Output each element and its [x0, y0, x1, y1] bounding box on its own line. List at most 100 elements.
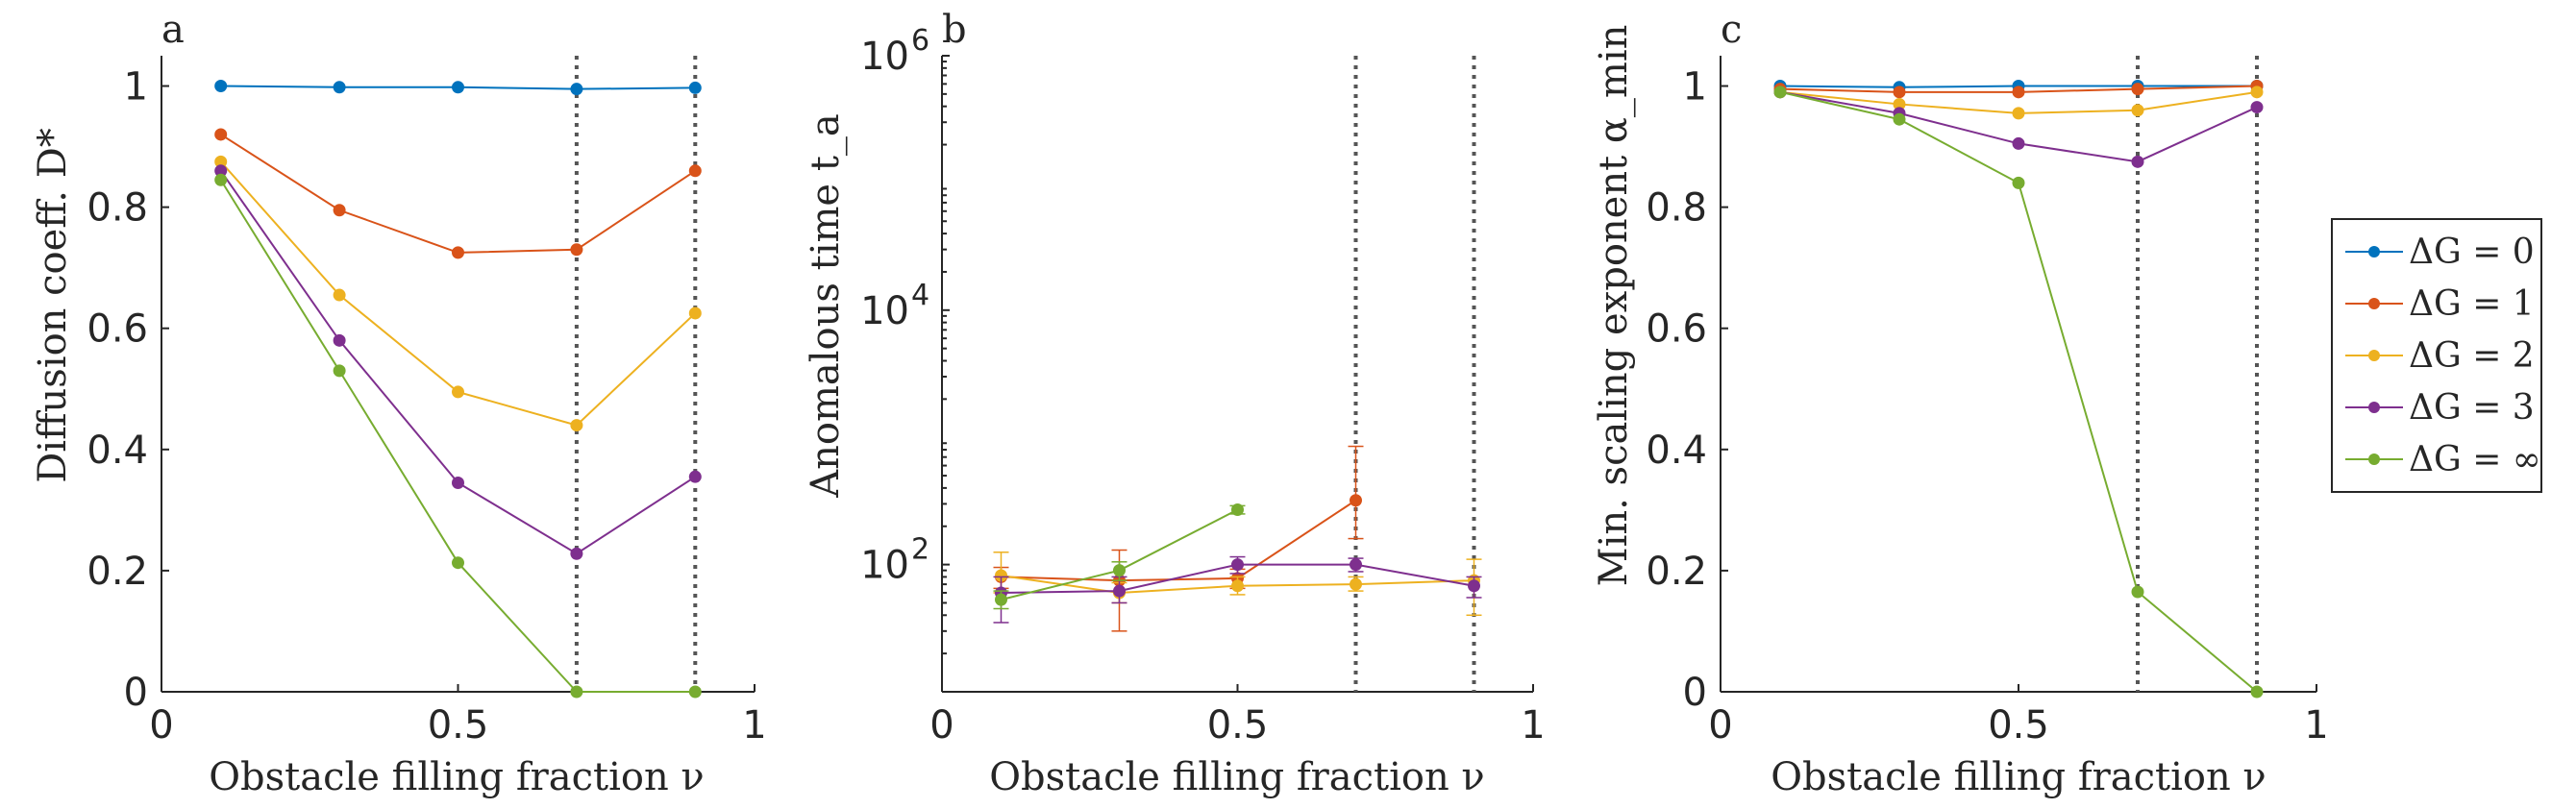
- y-tick-label: 0.8: [1646, 186, 1707, 231]
- data-point: [1893, 86, 1906, 99]
- y-tick-label: 0.4: [87, 429, 148, 473]
- legend-label: ΔG = 3: [2409, 388, 2535, 428]
- data-point: [1773, 86, 1787, 99]
- panel-b-letter: b: [942, 8, 967, 52]
- data-point: [2012, 176, 2025, 189]
- series-line: [220, 134, 696, 254]
- legend-item: ΔG = 2: [2345, 336, 2535, 376]
- y-tick-exponent: 6: [911, 24, 929, 58]
- data-point: [2250, 101, 2264, 114]
- data-point: [995, 593, 1007, 606]
- legend-marker: [2368, 246, 2380, 257]
- legend-item: ΔG = 0: [2345, 233, 2535, 272]
- panel-a-ylabel: Diffusion coeff. D*: [31, 128, 75, 483]
- legend-item: ΔG = 3: [2345, 388, 2535, 428]
- x-tick-label: 0.5: [1207, 703, 1269, 748]
- data-point: [2250, 685, 2264, 699]
- data-point: [214, 128, 228, 141]
- x-tick-label: 0: [149, 703, 173, 748]
- data-point: [214, 173, 228, 186]
- panel-c-letter: c: [1721, 8, 1742, 52]
- legend-marker: [2368, 454, 2380, 465]
- panel-a-letter: a: [161, 8, 185, 52]
- x-tick-label: 0.5: [1988, 703, 2049, 748]
- data-point: [2131, 104, 2144, 117]
- y-tick-label: 10: [860, 289, 909, 333]
- data-point: [452, 476, 464, 489]
- series-dginf: [1773, 86, 2264, 699]
- legend-marker: [2368, 402, 2380, 413]
- y-tick-label: 0.8: [87, 186, 148, 231]
- data-point: [2012, 136, 2025, 150]
- y-tick-label: 1: [1683, 65, 1707, 110]
- y-tick-label: 0.6: [1646, 307, 1707, 352]
- y-tick-exponent: 4: [911, 279, 929, 312]
- series-dg2: [214, 155, 702, 432]
- legend-items: ΔG = 0 ΔG = 1 ΔG = 2 ΔG = 3 ΔG = ∞: [2345, 233, 2541, 479]
- series-dg2: [1773, 86, 2264, 120]
- series-line: [219, 170, 696, 555]
- legend: ΔG = 0 ΔG = 1 ΔG = 2 ΔG = 3 ΔG = ∞: [2331, 218, 2542, 493]
- legend-item: ΔG = 1: [2345, 284, 2535, 324]
- series-dg0: [214, 80, 702, 96]
- legend-item: ΔG = ∞: [2345, 440, 2541, 479]
- y-tick-label: 10: [860, 35, 909, 79]
- legend-label: ΔG = 1: [2409, 284, 2535, 324]
- data-point: [2250, 86, 2264, 99]
- legend-marker: [2368, 350, 2380, 361]
- panel-c: c 0 0.5 1 0 0.2 0.4 0.6 0.8 1 Obstacle filling f…: [1592, 8, 2329, 799]
- data-point: [1350, 577, 1362, 591]
- data-point: [1113, 564, 1126, 577]
- series-line: [1001, 499, 1357, 582]
- panel-c-xlabel: Obstacle filling fraction ν: [1771, 755, 2266, 799]
- legend-label: ΔG = 2: [2409, 336, 2535, 376]
- data-point: [1350, 494, 1362, 507]
- data-point: [333, 81, 346, 94]
- data-point: [333, 333, 346, 347]
- data-point: [1231, 503, 1244, 516]
- data-point: [688, 306, 702, 320]
- data-point: [2012, 107, 2025, 120]
- data-point: [688, 685, 702, 699]
- data-point: [452, 81, 464, 94]
- x-tick-label: 0: [1708, 703, 1732, 748]
- data-point: [2012, 86, 2025, 99]
- series-dg1: [1773, 80, 2264, 99]
- data-point: [2131, 83, 2144, 96]
- y-tick-label: 0: [124, 671, 148, 715]
- y-tick-label: 0.6: [87, 307, 148, 352]
- panel-a: a 0 0.5 1 0 0.2 0.4 0.6 0.8 1 Obstacle filling f…: [31, 8, 767, 799]
- data-point: [688, 470, 702, 483]
- data-point: [1231, 558, 1244, 572]
- data-point: [1350, 558, 1362, 572]
- panel-a-xlabel: Obstacle filling fraction ν: [209, 755, 705, 799]
- y-tick-label: 0.2: [87, 550, 148, 594]
- data-point: [570, 547, 583, 560]
- data-point: [688, 164, 702, 178]
- x-tick-label: 0: [929, 703, 954, 748]
- y-tick-label: 1: [124, 65, 148, 110]
- data-point: [1468, 579, 1480, 593]
- series-dg3: [214, 164, 702, 560]
- data-point: [1231, 579, 1244, 593]
- data-point: [688, 81, 702, 94]
- y-tick-label: 10: [860, 544, 909, 588]
- legend-label: ΔG = ∞: [2409, 440, 2541, 479]
- data-point: [570, 243, 583, 257]
- data-point: [333, 288, 346, 302]
- legend-label: ΔG = 0: [2409, 233, 2535, 272]
- data-point: [452, 385, 464, 399]
- x-tick-label: 1: [742, 703, 766, 748]
- data-point: [214, 80, 228, 93]
- data-point: [333, 204, 346, 217]
- series-dg3: [993, 555, 1482, 624]
- panel-b-xlabel: Obstacle filling fraction ν: [989, 755, 1485, 799]
- panel-b-ylabel: Anomalous time t_a: [804, 113, 848, 499]
- y-tick-label: 0.2: [1646, 550, 1707, 594]
- data-point: [2131, 585, 2144, 599]
- x-tick-label: 1: [2304, 703, 2328, 748]
- data-point: [2131, 155, 2144, 168]
